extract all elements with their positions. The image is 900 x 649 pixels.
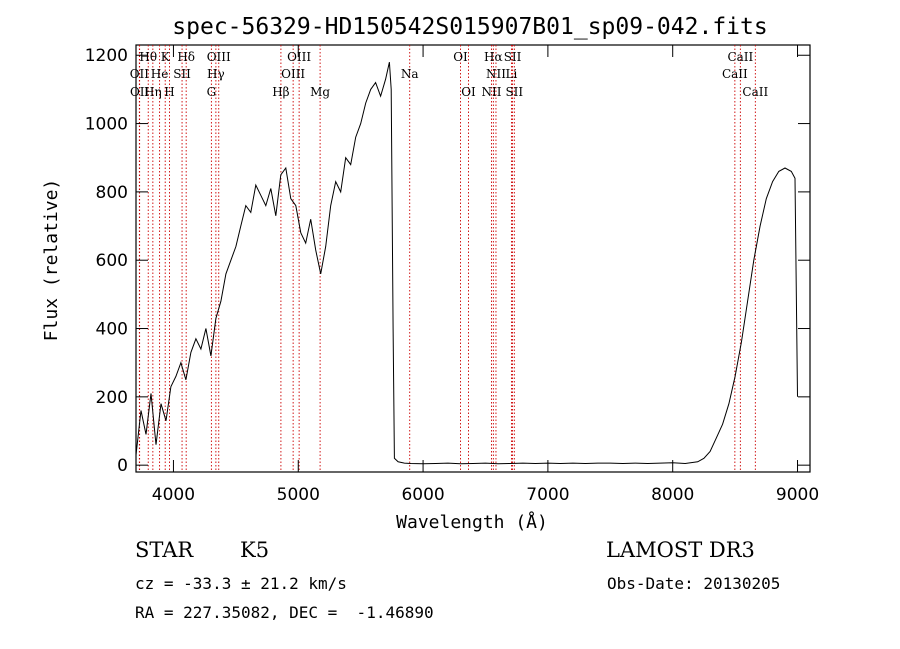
y-tick-label: 200 bbox=[96, 388, 128, 408]
emission-line-label: OIII bbox=[281, 67, 305, 81]
emission-line-label: Hθ bbox=[139, 50, 157, 64]
emission-line-label: K bbox=[161, 50, 171, 64]
emission-line-label: Li bbox=[506, 67, 518, 81]
emission-line-label: SII bbox=[505, 85, 523, 99]
emission-line-label: H bbox=[164, 85, 174, 99]
emission-line-label: NII bbox=[486, 67, 506, 81]
emission-line-label: He bbox=[151, 67, 169, 81]
y-tick-label: 1200 bbox=[85, 46, 128, 66]
emission-line-label: Mg bbox=[310, 85, 330, 99]
emission-line-label: SII bbox=[173, 67, 191, 81]
emission-line-label: CaII bbox=[722, 67, 748, 81]
y-tick-label: 800 bbox=[96, 183, 128, 203]
emission-line-label: OI bbox=[453, 50, 468, 64]
plot-frame bbox=[135, 44, 811, 473]
x-tick-label: 4000 bbox=[152, 485, 195, 505]
x-tick-label: 6000 bbox=[401, 485, 444, 505]
emission-line-label: Na bbox=[401, 67, 419, 81]
y-tick-label: 400 bbox=[96, 320, 128, 340]
emission-line-label: Hη bbox=[144, 85, 162, 99]
emission-line-label: G bbox=[207, 85, 217, 99]
emission-line-markers bbox=[138, 45, 756, 472]
emission-line-label: Hγ bbox=[207, 67, 225, 81]
x-tick-label: 9000 bbox=[776, 485, 819, 505]
y-tick-label: 600 bbox=[96, 251, 128, 271]
emission-line-label: Hα bbox=[484, 50, 503, 64]
emission-line-label: SII bbox=[504, 50, 522, 64]
redshift-value: cz = -33.3 ± 21.2 km/s bbox=[135, 574, 347, 593]
emission-line-label: NII bbox=[481, 85, 501, 99]
x-tick-label: 8000 bbox=[651, 485, 694, 505]
y-axis-label: Flux (relative) bbox=[41, 179, 62, 342]
survey-name: LAMOST DR3 bbox=[606, 538, 755, 562]
x-axis-label: Wavelength (Å) bbox=[396, 511, 548, 533]
sky-coordinates: RA = 227.35082, DEC = -1.46890 bbox=[135, 603, 434, 622]
spectrum-series-line bbox=[135, 61, 798, 465]
observation-date: Obs-Date: 20130205 bbox=[607, 574, 781, 593]
emission-line-label: OIII bbox=[207, 50, 231, 64]
emission-line-label: OIII bbox=[287, 50, 311, 64]
y-tick-label: 0 bbox=[117, 456, 128, 476]
emission-line-label: OII bbox=[130, 67, 150, 81]
emission-line-label: CaII bbox=[727, 50, 753, 64]
emission-line-label: Hδ bbox=[177, 50, 195, 64]
chart-title: spec-56329-HD150542S015907B01_sp09-042.f… bbox=[172, 14, 767, 40]
emission-line-label: Hβ bbox=[272, 85, 289, 99]
x-tick-label: 5000 bbox=[277, 485, 320, 505]
object-class: STAR bbox=[135, 538, 194, 562]
emission-line-label: OII bbox=[130, 85, 150, 99]
emission-line-label: CaII bbox=[742, 85, 768, 99]
spectral-subclass: K5 bbox=[240, 538, 270, 562]
x-tick-label: 7000 bbox=[526, 485, 569, 505]
emission-line-label: OI bbox=[461, 85, 476, 99]
axis-ticks: 4000 5000 6000 7000 8000 9000 0 200 400 600 800 100… bbox=[85, 45, 819, 505]
y-tick-label: 1000 bbox=[85, 115, 128, 135]
